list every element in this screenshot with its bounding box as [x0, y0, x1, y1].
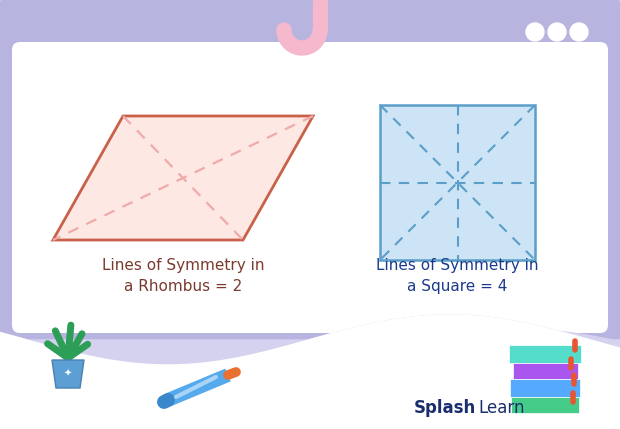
Polygon shape	[53, 116, 313, 240]
Text: ✦: ✦	[64, 369, 72, 379]
Text: Lines of Symmetry in
a Rhombus = 2: Lines of Symmetry in a Rhombus = 2	[102, 258, 264, 294]
Circle shape	[570, 23, 588, 41]
Polygon shape	[52, 360, 84, 388]
Text: Learn: Learn	[478, 399, 525, 417]
Text: Splash: Splash	[414, 399, 476, 417]
Bar	[513, 363, 578, 379]
FancyBboxPatch shape	[12, 42, 608, 333]
Bar	[380, 105, 535, 260]
Circle shape	[526, 23, 544, 41]
Bar	[510, 379, 580, 397]
Bar	[509, 345, 581, 363]
Circle shape	[548, 23, 566, 41]
Text: Lines of Symmetry in
a Square = 4: Lines of Symmetry in a Square = 4	[376, 258, 539, 294]
Bar	[511, 397, 579, 413]
FancyBboxPatch shape	[0, 0, 620, 342]
